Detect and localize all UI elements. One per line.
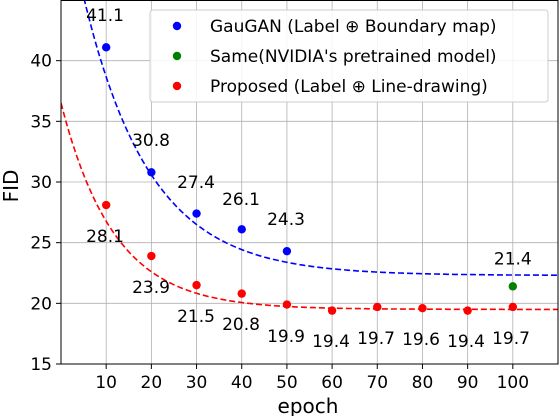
data-point	[101, 43, 111, 52]
data-point	[237, 289, 246, 298]
data-points	[101, 43, 518, 315]
legend-box	[149, 9, 549, 103]
axis-ticks: 10 20 30 40 50 60 70 80 90 100 15 20 25 30 35 40	[30, 52, 529, 393]
data-label: 19.4	[312, 332, 350, 352]
legend-entry: Proposed (Label ⊕ Line-drawing)	[210, 77, 488, 97]
data-labels: 41.1 30.8 27.4 26.1 24.3 21.4 28.1 23.9 21.5 20.8…	[86, 6, 532, 352]
y-axis-label: FID	[0, 170, 23, 203]
legend-marker	[172, 51, 182, 61]
data-label: 19.4	[447, 332, 485, 352]
x-tick-label: 80	[412, 373, 434, 393]
x-tick-label: 30	[186, 373, 208, 393]
data-label: 19.9	[267, 327, 305, 347]
y-tick-label: 30	[30, 173, 52, 193]
fit-curves	[61, 0, 558, 311]
y-tick-label: 15	[30, 355, 52, 375]
fit-curve-2	[61, 102, 558, 311]
data-label: 19.6	[402, 330, 440, 350]
data-point	[327, 306, 337, 315]
data-label: 24.3	[267, 210, 305, 230]
data-point	[463, 306, 472, 315]
data-point	[147, 251, 156, 261]
x-tick-label: 70	[366, 373, 388, 393]
x-tick-label: 10	[95, 373, 117, 393]
legend: GauGAN (Label ⊕ Boundary map) Same(NVIDIA…	[149, 9, 549, 103]
data-point	[418, 303, 427, 313]
data-point	[101, 200, 111, 210]
data-label: 27.4	[177, 173, 215, 193]
x-tick-label: 50	[276, 373, 298, 393]
data-label: 26.1	[222, 190, 260, 210]
y-tick-label: 35	[30, 112, 52, 132]
data-label: 20.8	[222, 315, 260, 335]
legend-entry: GauGAN (Label ⊕ Boundary map)	[210, 17, 497, 37]
data-label: 21.5	[177, 307, 215, 327]
x-tick-label: 40	[231, 373, 253, 393]
x-tick-label: 100	[497, 373, 529, 393]
data-label: 21.4	[494, 249, 532, 269]
legend-marker	[172, 81, 182, 91]
data-point	[508, 282, 518, 291]
data-label: 19.7	[357, 329, 395, 349]
data-label: 23.9	[132, 278, 170, 298]
data-point	[192, 209, 201, 218]
legend-entry: Same(NVIDIA's pretrained model)	[210, 47, 497, 67]
y-tick-label: 25	[30, 234, 52, 254]
data-label: 41.1	[86, 6, 124, 26]
data-point	[373, 302, 382, 312]
legend-marker	[172, 21, 182, 31]
data-point	[237, 225, 246, 234]
data-point	[282, 246, 292, 256]
fit-curve-0	[83, 0, 558, 276]
data-point	[282, 300, 292, 309]
x-axis-label: epoch	[278, 394, 339, 416]
y-tick-label: 40	[30, 52, 52, 72]
data-label: 28.1	[86, 227, 124, 247]
x-tick-label: 60	[321, 373, 343, 393]
data-point	[192, 280, 201, 290]
x-tick-label: 90	[457, 373, 479, 393]
data-label: 19.7	[492, 329, 530, 349]
x-tick-label: 20	[141, 373, 163, 393]
data-point	[508, 302, 518, 312]
data-label: 30.8	[132, 131, 170, 151]
data-point	[147, 168, 156, 177]
y-tick-label: 20	[30, 294, 52, 314]
